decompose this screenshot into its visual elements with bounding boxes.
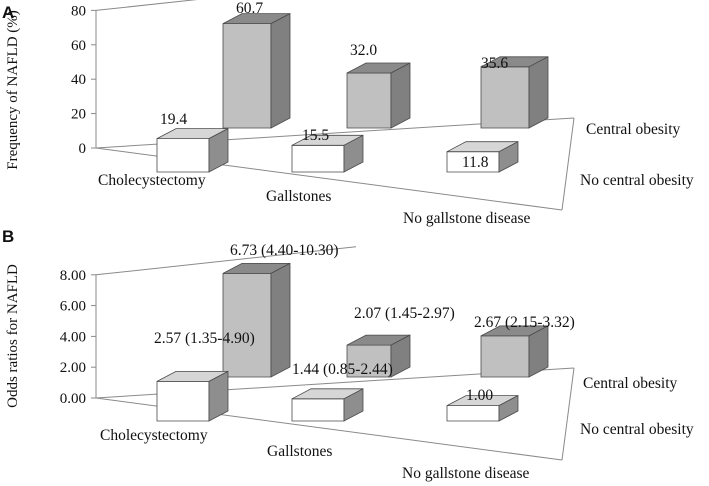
data-label: 2.07 (1.45-2.97) — [354, 305, 455, 322]
bar-no-central-obesity — [156, 370, 229, 422]
bar-front-face — [346, 72, 392, 129]
bar-central-obesity — [480, 56, 549, 129]
bar-central-obesity — [480, 325, 549, 378]
data-label: 19.4 — [160, 111, 187, 128]
y-tick-label: 20 — [71, 107, 86, 123]
bar-side-face — [208, 127, 229, 173]
series-label-no-central-obesity: No central obesity — [580, 421, 694, 438]
bar-side-face — [270, 262, 291, 378]
back-wall-top — [95, 0, 198, 11]
data-label: 1.00 — [466, 387, 493, 404]
bar-no-central-obesity — [291, 388, 364, 422]
category-label: Gallstones — [267, 443, 332, 460]
bar-side-face — [390, 62, 411, 129]
panel-letter: B — [2, 227, 14, 246]
bar-side-face — [390, 334, 411, 378]
bar-front-face — [480, 335, 530, 378]
back-wall-top — [95, 246, 357, 276]
bar-central-obesity — [346, 62, 411, 129]
data-label: 15.5 — [302, 127, 329, 144]
bar-front-face — [156, 138, 210, 173]
panel-letter: A — [2, 3, 14, 22]
bar-front-face — [446, 405, 500, 422]
bar-front-face — [222, 23, 272, 129]
panel-a: A 0 20 40 60 80 Frequency of NAFLD (%) 60.7 32.0… — [2, 0, 694, 227]
data-label: 32.0 — [350, 42, 377, 59]
bar-side-face — [343, 388, 364, 422]
y-tick-label: 8.00 — [60, 268, 86, 284]
bar-front-face — [291, 398, 345, 422]
bar-front-face — [156, 380, 210, 422]
y-tick-label: 0 — [79, 141, 87, 157]
category-label: No gallstone disease — [402, 465, 530, 482]
bar-front-face — [222, 272, 272, 378]
bar-central-obesity — [222, 262, 291, 378]
data-label: 11.8 — [462, 154, 489, 171]
category-label: Cholecystectomy — [98, 172, 206, 189]
bar-no-central-obesity — [291, 134, 364, 173]
y-tick-label: 2.00 — [60, 360, 86, 376]
data-label: 2.67 (2.15-3.32) — [474, 314, 575, 331]
bar-no-central-obesity — [446, 394, 519, 422]
category-label: No gallstone disease — [403, 210, 531, 227]
bar-no-central-obesity — [446, 141, 519, 173]
y-tick-label: 0.00 — [60, 391, 86, 407]
data-label: 6.73 (4.40-10.30) — [230, 242, 339, 259]
bar-side-face — [528, 325, 549, 378]
series-label-no-central-obesity: No central obesity — [580, 172, 694, 189]
bar-side-face — [498, 141, 519, 173]
bar-side-face — [528, 56, 549, 129]
floor-right-edge — [561, 367, 575, 461]
bar-front-face — [291, 144, 345, 173]
data-label: 60.7 — [236, 0, 263, 17]
bar-side-face — [208, 370, 229, 422]
y-tick-label: 60 — [71, 38, 86, 54]
floor-right-edge — [561, 117, 575, 211]
y-tick-label: 4.00 — [60, 329, 86, 345]
y-tick-label: 40 — [71, 72, 86, 88]
bar-side-face — [498, 394, 519, 422]
y-axis-label: Odds ratios for NAFLD — [5, 264, 21, 408]
bar-front-face — [480, 66, 530, 129]
data-label: 1.44 (0.85-2.44) — [292, 361, 393, 378]
bar-central-obesity — [346, 334, 411, 378]
bar-central-obesity — [222, 12, 291, 129]
y-tick-label: 80 — [71, 3, 86, 19]
category-label: Gallstones — [266, 188, 331, 205]
bar-side-face — [343, 134, 364, 173]
panel-b: B 0.00 2.00 4.00 6.00 8.00 Odds ratios for NAF… — [2, 227, 694, 482]
category-label: Cholecystectomy — [100, 427, 208, 444]
series-label-central-obesity: Central obesity — [586, 121, 681, 138]
y-tick-label: 6.00 — [60, 299, 86, 315]
bar-no-central-obesity — [156, 127, 229, 173]
bar-side-face — [270, 12, 291, 129]
data-label: 2.57 (1.35-4.90) — [154, 330, 255, 347]
y-axis-label: Frequency of NAFLD (%) — [5, 10, 21, 170]
series-label-central-obesity: Central obesity — [583, 375, 678, 392]
data-label: 35.6 — [481, 55, 508, 72]
